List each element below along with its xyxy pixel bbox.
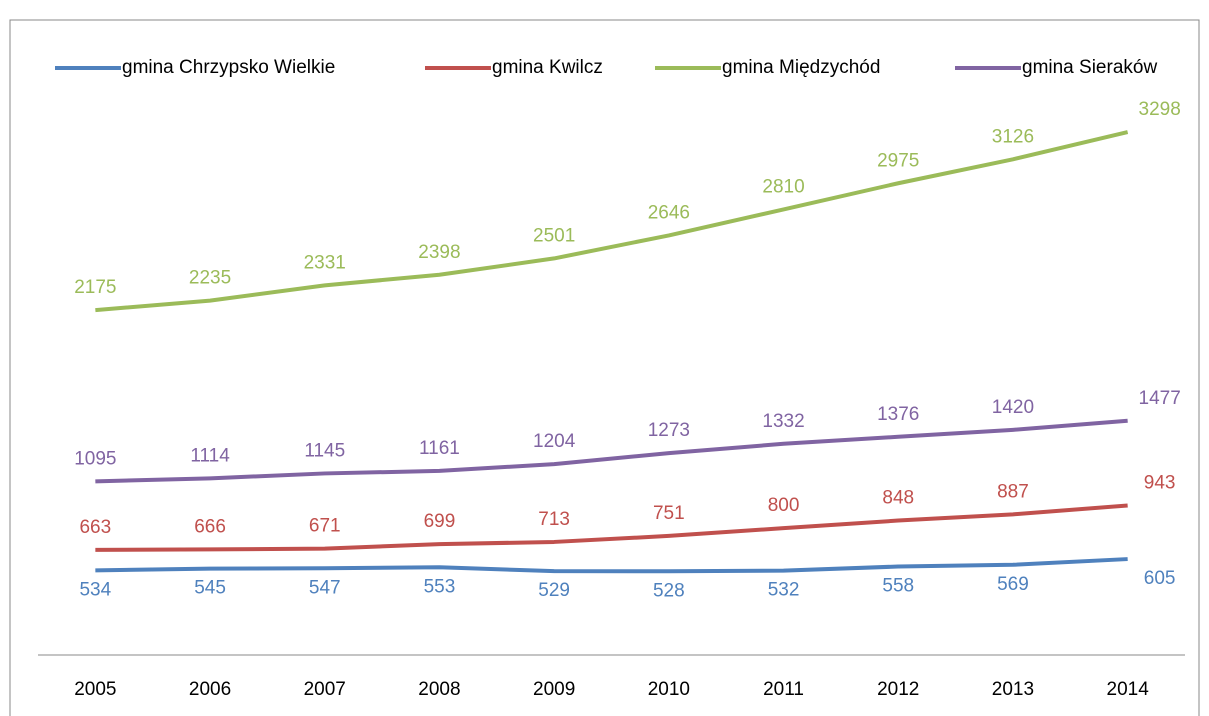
data-label: 663 <box>79 517 111 538</box>
series-line <box>95 557 1128 574</box>
data-label: 2331 <box>304 252 346 273</box>
data-label: 2235 <box>189 268 231 289</box>
x-tick-label: 2011 <box>763 679 804 700</box>
x-tick-label: 2009 <box>533 679 575 700</box>
data-label: 1420 <box>992 397 1034 418</box>
data-label: 1273 <box>648 420 690 441</box>
data-label: 887 <box>997 481 1029 502</box>
data-label: 848 <box>882 488 914 509</box>
data-label: 713 <box>538 509 570 530</box>
x-tick-label: 2007 <box>304 679 346 700</box>
x-tick-label: 2010 <box>648 679 690 700</box>
data-label: 528 <box>653 580 685 601</box>
data-label: 3126 <box>992 126 1034 147</box>
legend-label: gmina Sieraków <box>1022 57 1157 78</box>
data-label: 1204 <box>533 431 576 452</box>
data-label: 671 <box>309 516 341 537</box>
data-label: 800 <box>768 495 800 516</box>
data-label: 1114 <box>190 445 230 466</box>
data-label: 2646 <box>648 202 690 223</box>
data-label: 2501 <box>533 225 575 246</box>
data-label: 666 <box>194 516 226 537</box>
data-label: 2810 <box>762 176 804 197</box>
data-label: 558 <box>882 576 914 597</box>
series-line <box>95 130 1129 313</box>
data-label: 751 <box>653 503 685 524</box>
data-label: 1095 <box>74 448 116 469</box>
x-tick-label: 2005 <box>74 679 116 700</box>
legend-label: gmina Kwilcz <box>492 57 603 78</box>
x-tick-label: 2006 <box>189 679 231 700</box>
data-label: 2175 <box>74 277 116 298</box>
data-label: 2975 <box>877 150 919 171</box>
legend-label: gmina Międzychód <box>722 57 880 78</box>
data-label: 1161 <box>419 438 460 459</box>
x-tick-label: 2008 <box>418 679 460 700</box>
x-tick-label: 2014 <box>1107 679 1150 700</box>
x-tick-label: 2013 <box>992 679 1034 700</box>
data-label: 943 <box>1144 472 1176 493</box>
x-tick-label: 2012 <box>877 679 919 700</box>
data-label: 2398 <box>418 242 460 263</box>
data-label: 547 <box>309 577 341 598</box>
data-label: 699 <box>424 511 456 532</box>
series-line <box>95 503 1128 552</box>
series-line <box>95 418 1128 484</box>
data-label: 529 <box>538 580 570 601</box>
data-label: 534 <box>79 579 111 600</box>
chart-frame <box>9 19 1200 716</box>
data-label: 605 <box>1144 568 1176 589</box>
legend-label: gmina Chrzypsko Wielkie <box>122 57 335 78</box>
data-label: 3298 <box>1139 99 1181 120</box>
data-label: 1376 <box>877 404 919 425</box>
data-label: 569 <box>997 574 1029 595</box>
data-label: 1145 <box>304 440 345 461</box>
data-label: 1477 <box>1139 388 1181 409</box>
data-label: 553 <box>424 576 456 597</box>
data-label: 1332 <box>762 411 804 432</box>
data-label: 532 <box>768 580 800 601</box>
data-label: 545 <box>194 578 226 599</box>
